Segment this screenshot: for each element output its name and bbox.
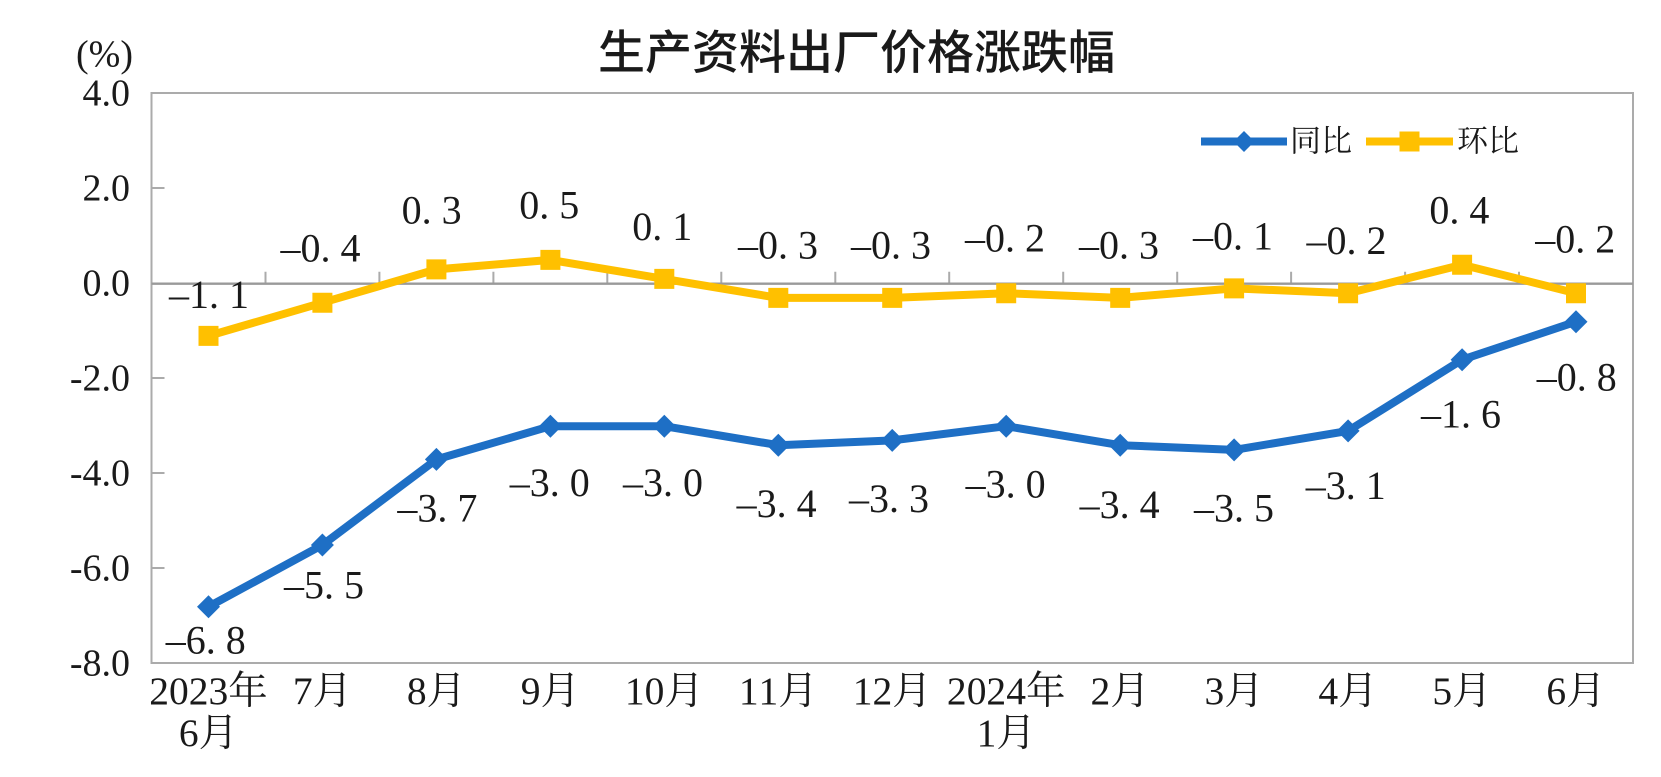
- svg-text:–3. 0: –3. 0: [622, 460, 703, 505]
- svg-text:2: 2: [986, 669, 1006, 713]
- svg-text:4: 4: [1318, 669, 1338, 713]
- svg-text:–3. 3: –3. 3: [848, 476, 929, 521]
- svg-text:6: 6: [179, 711, 199, 755]
- svg-text:0. 4: 0. 4: [1429, 188, 1489, 233]
- svg-text:6: 6: [1546, 669, 1566, 713]
- svg-text:–6. 8: –6. 8: [165, 618, 246, 663]
- svg-text:–0. 3: –0. 3: [737, 223, 818, 268]
- svg-text:–0. 2: –0. 2: [964, 216, 1045, 261]
- svg-text:–3. 1: –3. 1: [1305, 463, 1386, 508]
- svg-text:-2.0: -2.0: [70, 358, 130, 400]
- svg-text:–3. 7: –3. 7: [396, 486, 477, 531]
- svg-text:–3. 4: –3. 4: [1079, 482, 1160, 527]
- svg-text:2: 2: [149, 669, 169, 713]
- svg-text:–1. 6: –1. 6: [1420, 392, 1501, 437]
- svg-text:1: 1: [977, 711, 997, 755]
- svg-text:–0. 2: –0. 2: [1306, 218, 1387, 263]
- svg-text:-8.0: -8.0: [70, 643, 130, 685]
- svg-text:–3. 5: –3. 5: [1193, 486, 1274, 531]
- svg-text:–5. 5: –5. 5: [283, 563, 364, 608]
- svg-text:9: 9: [521, 669, 541, 713]
- svg-text:–0. 8: –0. 8: [1536, 355, 1617, 400]
- svg-text:0. 1: 0. 1: [632, 204, 692, 249]
- svg-text:2: 2: [1091, 669, 1111, 713]
- svg-text:5: 5: [1432, 669, 1452, 713]
- svg-text:0.0: 0.0: [83, 263, 131, 305]
- svg-text:–1. 1: –1. 1: [168, 272, 249, 317]
- svg-text:2.0: 2.0: [83, 168, 131, 210]
- svg-text:0: 0: [169, 669, 189, 713]
- svg-text:4.0: 4.0: [83, 73, 131, 115]
- svg-text:1: 1: [625, 669, 645, 713]
- svg-text:7: 7: [293, 669, 313, 713]
- svg-text:3: 3: [209, 669, 229, 713]
- svg-text:8: 8: [407, 669, 427, 713]
- svg-text:–3. 4: –3. 4: [736, 481, 817, 526]
- svg-text:0: 0: [645, 669, 665, 713]
- svg-text:2: 2: [189, 669, 209, 713]
- svg-text:(%): (%): [76, 34, 133, 76]
- svg-text:–3. 0: –3. 0: [965, 462, 1046, 507]
- svg-text:0. 5: 0. 5: [519, 183, 579, 228]
- svg-text:–0. 2: –0. 2: [1534, 217, 1615, 262]
- svg-text:–0. 3: –0. 3: [1078, 223, 1159, 268]
- svg-text:–3. 0: –3. 0: [509, 460, 590, 505]
- svg-text:0: 0: [967, 669, 987, 713]
- svg-text:-4.0: -4.0: [70, 453, 130, 495]
- svg-text:3: 3: [1205, 669, 1225, 713]
- svg-text:-6.0: -6.0: [70, 548, 130, 590]
- svg-text:4: 4: [1006, 669, 1026, 713]
- svg-text:–0. 4: –0. 4: [280, 226, 361, 271]
- svg-text:0. 3: 0. 3: [402, 188, 462, 233]
- svg-text:–0. 1: –0. 1: [1192, 214, 1273, 259]
- svg-text:1: 1: [739, 669, 759, 713]
- svg-text:2: 2: [947, 669, 967, 713]
- svg-text:2: 2: [873, 669, 893, 713]
- svg-text:1: 1: [759, 669, 779, 713]
- svg-text:1: 1: [853, 669, 873, 713]
- svg-text:–0. 3: –0. 3: [850, 223, 931, 268]
